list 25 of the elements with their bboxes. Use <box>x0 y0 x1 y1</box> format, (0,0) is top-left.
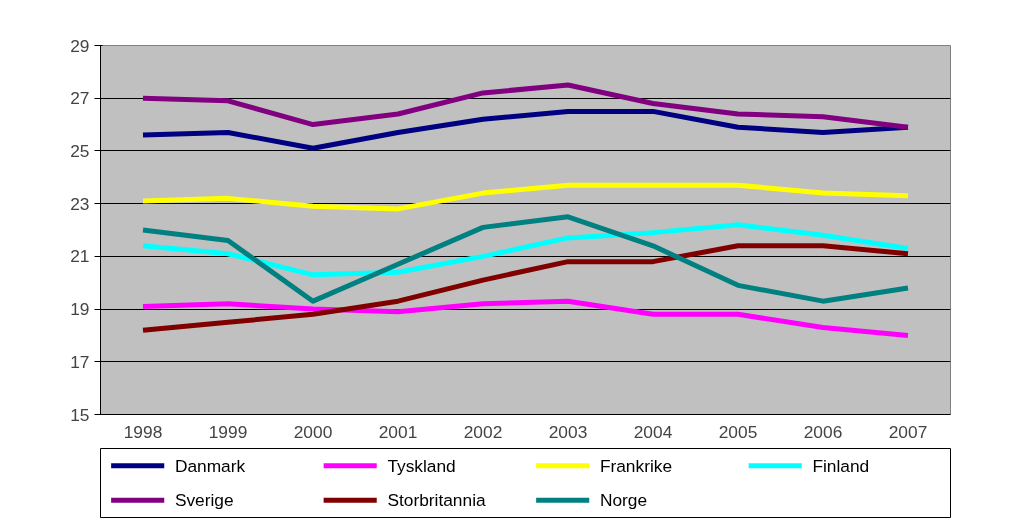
legend-label: Tyskland <box>387 455 456 476</box>
legend-label: Storbritannia <box>387 490 486 511</box>
y-tick-label: 17 <box>70 351 90 372</box>
x-tick-label: 1998 <box>123 421 163 442</box>
y-tick-label: 23 <box>70 193 90 214</box>
legend-label: Norge <box>599 490 648 511</box>
y-tick-label: 27 <box>70 88 90 109</box>
y-tick-label: 29 <box>70 35 90 56</box>
legend-label: Finland <box>812 455 870 476</box>
x-tick-label: 2006 <box>803 421 843 442</box>
x-tick-label: 2007 <box>888 421 928 442</box>
x-tick-label: 2001 <box>378 421 418 442</box>
legend-label: Danmark <box>174 455 246 476</box>
x-tick-label: 2000 <box>293 421 333 442</box>
x-tick-label: 2003 <box>548 421 588 442</box>
x-tick-label: 2004 <box>633 421 673 442</box>
legend-label: Sverige <box>174 490 234 511</box>
x-tick-label: 2005 <box>718 421 758 442</box>
x-tick-label: 2002 <box>463 421 503 442</box>
legend-label: Frankrike <box>599 455 673 476</box>
x-tick-label: 1999 <box>208 421 248 442</box>
y-tick-label: 15 <box>70 404 90 425</box>
y-tick-label: 25 <box>70 140 90 161</box>
y-tick-label: 21 <box>70 246 90 267</box>
y-tick-label: 19 <box>70 299 90 320</box>
